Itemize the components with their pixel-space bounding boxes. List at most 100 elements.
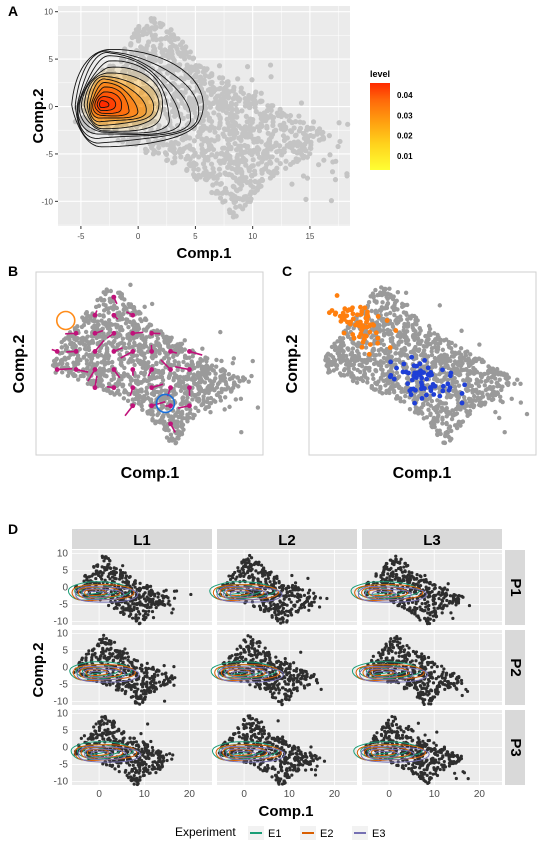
panel-a-point [247,191,253,198]
panel-c-point [412,332,417,337]
panel-a-x-ticks: -5 0 5 10 15 [77,226,315,241]
panel-d-point [108,683,112,687]
panel-b-point [136,374,141,379]
panel-b-point [143,389,149,394]
panel-b-point [83,329,89,335]
panel-a-point [198,125,204,131]
panel-c-highlight-point [409,354,415,360]
panel-c-highlight-point [371,322,377,328]
panel-b-point [146,377,152,383]
panel-c-highlight-point [406,370,411,376]
panel-a-point [240,177,246,183]
panel-d-point [149,588,153,592]
panel-a-point [264,149,270,155]
panel-a-point [278,126,284,132]
panel-d-point [115,684,119,688]
panel-c-point [428,341,433,347]
panel-a-point [283,165,289,171]
panel-a-y-tick-label: 10 [44,8,53,17]
panel-c-highlight-point [375,335,381,341]
panel-c-point [434,348,439,353]
panel-b-point [81,323,87,328]
panel-c-point [401,399,407,404]
panel-b-point [144,325,150,331]
panel-c-point [498,394,503,400]
panel-a-point [238,85,244,91]
panel-d-point [156,591,160,595]
panel-d-point [170,611,174,615]
panel-d-point [115,606,119,610]
panel-d-point [98,637,102,642]
panel-a-point [232,194,238,200]
panel-c-point [518,381,523,387]
panel-c-highlight-point [350,311,356,317]
panel-b-point [156,348,162,354]
panel-c-point [395,290,401,295]
panel-c-highlight-point [326,310,332,316]
panel-a-contour [98,100,110,109]
panel-c-point [380,367,385,373]
panel-b-point [246,379,251,384]
panel-a-point [243,162,249,168]
panel-a-point [291,125,297,131]
panel-c-point [425,337,430,343]
panel-b-point [99,298,104,303]
panel-c-point [369,335,374,340]
panel-c-point [383,312,389,317]
panel-a-point [217,114,223,121]
panel-a-legend-colorbar [370,83,390,170]
panel-c-point [374,300,379,305]
panel-d-point [94,576,98,581]
panel-label-c: C [282,263,292,279]
panel-b-point [115,388,121,393]
panel-c-point [390,335,395,341]
panel-c-point [458,346,464,351]
panel-b-point [166,344,171,349]
panel-b-point [86,347,92,353]
panel-c-point [371,295,376,300]
panel-c-highlight-point [362,305,368,311]
panel-d-point [101,646,105,650]
panel-a-point [128,42,134,48]
panel-b-point [213,399,218,404]
panel-b-point [119,340,125,345]
panel-a-point [304,154,310,160]
panel-d-point [142,618,147,622]
panel-d-point [130,683,134,688]
panel-c-point [456,383,462,388]
panel-c-point [442,357,448,362]
panel-a-point [235,152,241,158]
panel-d-point [145,595,149,599]
panel-c-point [405,338,411,343]
panel-b-point [200,401,206,407]
panel-a-point [159,36,165,42]
panel-a-point [308,139,314,145]
panel-b-arrow-head [187,403,192,409]
panel-a-point [307,132,314,139]
panel-c-point [454,393,459,399]
panel-c-point [340,336,346,341]
panel-a-point [209,189,215,196]
panel-a-point [243,193,249,200]
panel-c-point [473,398,478,403]
panel-c-highlight-point [366,351,372,357]
panel-c-point [497,377,502,382]
panel-c-point [429,423,434,429]
panel-b-point [199,370,204,376]
panel-d-point [103,641,108,645]
panel-a-point [191,64,197,70]
panel-b-arrow-head [168,385,173,391]
panel-b-point [95,297,100,303]
panel-a-point [191,138,197,144]
panel-d-point [135,659,140,663]
panel-b-point [136,401,141,406]
panel-d-point [129,687,133,691]
panel-c-point [373,287,378,293]
panel-c-point [396,374,402,379]
panel-a-point [152,118,158,125]
panel-d-point [90,653,94,657]
panel-c-point [405,302,410,308]
panel-b-arrow-head [111,367,117,372]
panel-a-point [202,176,208,182]
